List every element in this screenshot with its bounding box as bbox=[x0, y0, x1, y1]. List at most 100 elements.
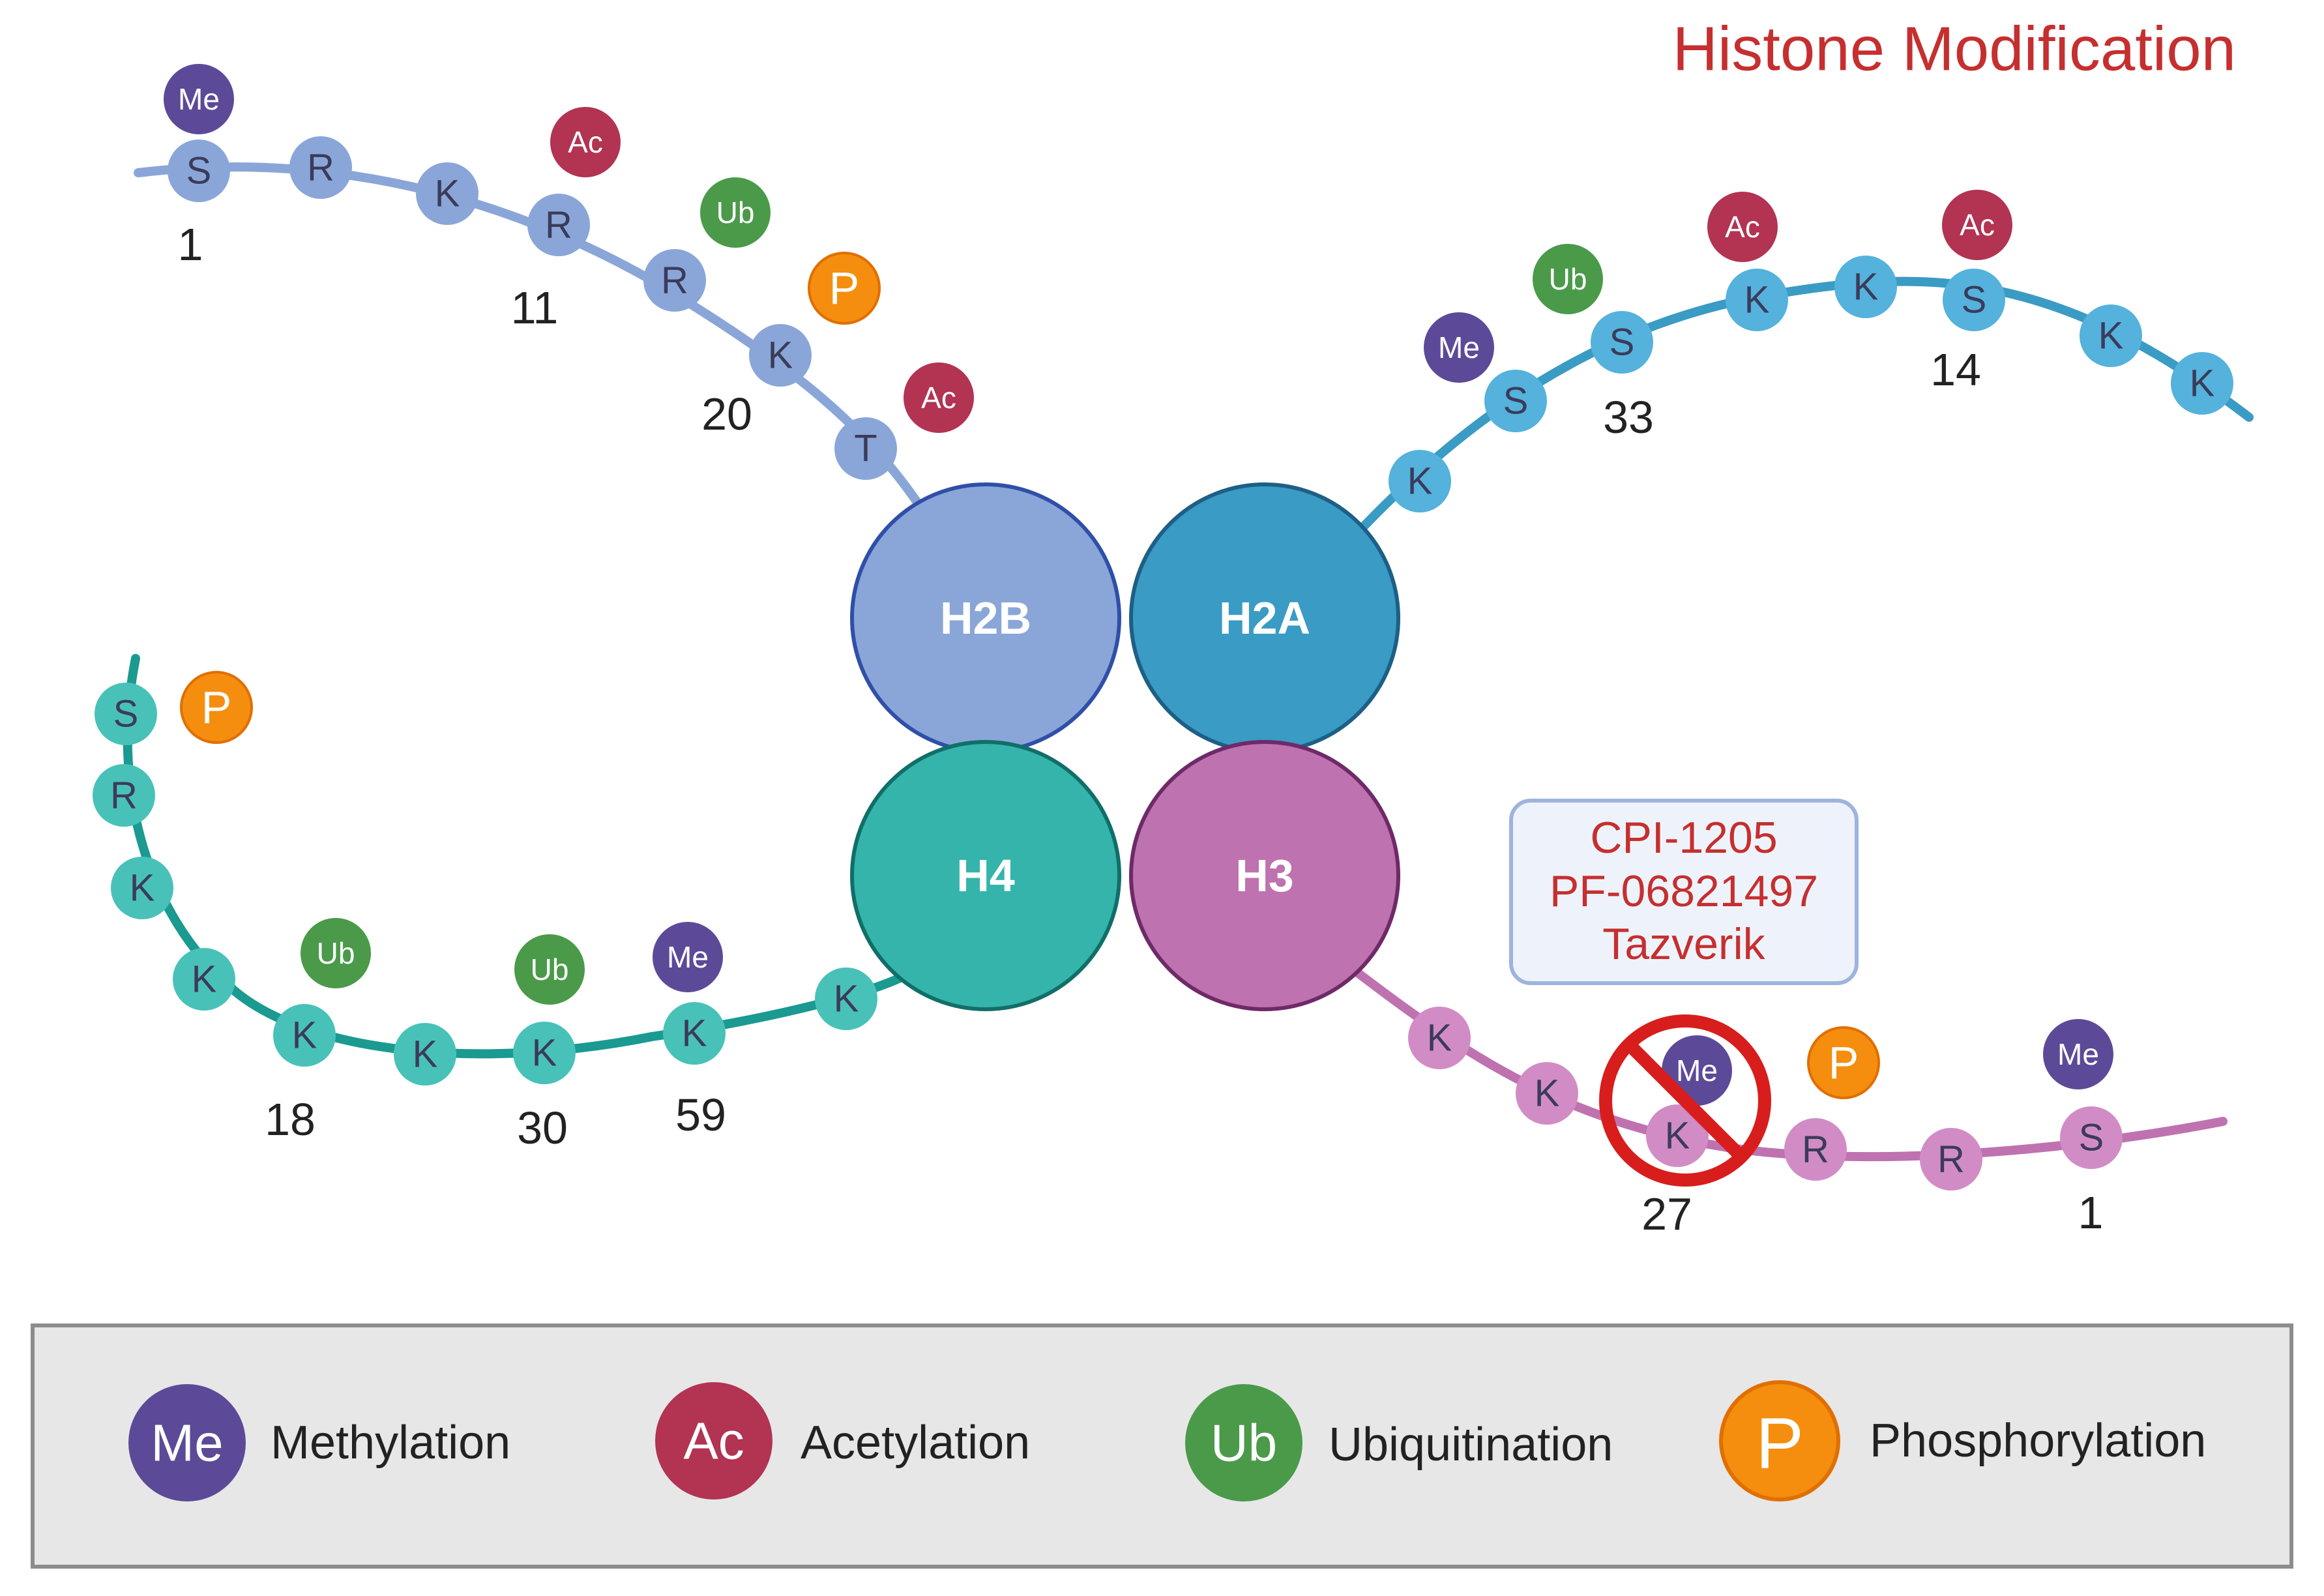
residue-circle: R bbox=[1920, 1128, 1982, 1190]
residue-circle: R bbox=[527, 194, 590, 256]
svg-text:Ac: Ac bbox=[568, 125, 603, 159]
acetylation-symbol: Ac bbox=[683, 1412, 744, 1470]
ubiquitination-badge: Ub bbox=[1533, 244, 1603, 314]
residue-circle: T bbox=[834, 417, 897, 480]
svg-text:S: S bbox=[1610, 321, 1635, 364]
methylation-symbol: Me bbox=[151, 1414, 223, 1472]
svg-text:S: S bbox=[1962, 279, 1987, 321]
h2a-residues: K S S K K S K K bbox=[1389, 256, 2233, 512]
inhibition-icon bbox=[1599, 1014, 1771, 1187]
residue-circle: K bbox=[1516, 1062, 1578, 1125]
residue-circle: K bbox=[173, 948, 235, 1011]
residue-circle: K bbox=[1389, 450, 1451, 512]
acetylation-badge: Ac bbox=[550, 107, 621, 177]
acetylation-badge: Ac bbox=[1942, 190, 2012, 260]
acetylation-badge: Ac bbox=[1707, 192, 1778, 262]
svg-text:Ub: Ub bbox=[716, 196, 755, 229]
svg-text:S: S bbox=[2079, 1117, 2104, 1159]
legend-label: Ubiquitination bbox=[1329, 1419, 1613, 1471]
residue-circle: S bbox=[1484, 370, 1547, 432]
residue-circle: K bbox=[111, 857, 173, 919]
residue-circle: S bbox=[1943, 269, 2005, 331]
inhibitor-name: PF-06821497 bbox=[1550, 866, 1818, 916]
residue-circle: K bbox=[2171, 352, 2233, 415]
phosphorylation-badge: P bbox=[1807, 1026, 1880, 1099]
inhibitor-name: Tazverik bbox=[1602, 919, 1765, 969]
methylation-badge: Me bbox=[2043, 1019, 2113, 1089]
residue-number: 30 bbox=[517, 1102, 568, 1153]
svg-text:Ac: Ac bbox=[1960, 208, 1995, 242]
svg-text:R: R bbox=[545, 204, 572, 246]
svg-text:K: K bbox=[435, 173, 460, 215]
h2b-core: H2B bbox=[850, 482, 1121, 754]
legend-item-ubiquitination: Ub Ubiquitination bbox=[1185, 1384, 1613, 1501]
residue-number: 1 bbox=[178, 219, 203, 270]
inhibitor-box: CPI-1205 PF-06821497 Tazverik bbox=[1509, 799, 1859, 985]
svg-text:K: K bbox=[834, 978, 859, 1020]
svg-text:P: P bbox=[201, 682, 232, 733]
ubiquitination-badge: Ub bbox=[700, 177, 771, 248]
phosphorylation-symbol: P bbox=[1756, 1404, 1803, 1484]
svg-text:K: K bbox=[1535, 1072, 1560, 1115]
svg-text:Ub: Ub bbox=[531, 953, 569, 986]
h2b-residues: S R K R R K T bbox=[168, 136, 897, 480]
residue-number: 11 bbox=[511, 282, 559, 333]
diagram-title: Histone Modification bbox=[1673, 14, 2236, 84]
methylation-badge: Me bbox=[653, 922, 723, 992]
svg-text:Me: Me bbox=[178, 82, 220, 116]
svg-text:P: P bbox=[1829, 1037, 1859, 1088]
methylation-badge: Me bbox=[1424, 312, 1494, 383]
svg-text:Me: Me bbox=[2057, 1037, 2099, 1071]
svg-text:R: R bbox=[1802, 1129, 1829, 1171]
ubiquitination-symbol: Ub bbox=[1211, 1414, 1277, 1472]
legend: Me Methylation Ac Acetylation Ub Ubiquit… bbox=[31, 1323, 2293, 1569]
residue-number: 20 bbox=[701, 389, 752, 439]
residue-circle: K bbox=[749, 324, 812, 387]
ubiquitination-badge: Ub bbox=[514, 934, 585, 1005]
residue-circle: K bbox=[1834, 256, 1897, 318]
svg-text:K: K bbox=[292, 1014, 317, 1057]
residue-number: 18 bbox=[265, 1094, 316, 1145]
residue-circle: K bbox=[394, 1023, 456, 1086]
svg-text:Ac: Ac bbox=[921, 381, 956, 415]
h4-tail-line bbox=[123, 654, 917, 1059]
residue-circle: S bbox=[1591, 311, 1653, 374]
h2a-label: H2A bbox=[1219, 593, 1310, 643]
residue-circle: K bbox=[1646, 1104, 1709, 1167]
svg-text:Ac: Ac bbox=[1725, 210, 1760, 244]
svg-text:Ub: Ub bbox=[1549, 262, 1587, 296]
svg-text:P: P bbox=[829, 263, 860, 314]
residue-circle: S bbox=[168, 140, 230, 202]
residue-circle: R bbox=[289, 136, 352, 199]
inhibitor-name: CPI-1205 bbox=[1590, 813, 1777, 863]
svg-text:R: R bbox=[307, 147, 334, 189]
legend-item-phosphorylation: P Phosphorylation bbox=[1719, 1380, 2206, 1501]
svg-text:K: K bbox=[413, 1033, 438, 1076]
svg-text:Ub: Ub bbox=[317, 936, 355, 970]
legend-label: Phosphorylation bbox=[1870, 1415, 2206, 1467]
svg-text:K: K bbox=[682, 1012, 707, 1055]
h2a-core: H2A bbox=[1129, 482, 1400, 754]
h4-residues: S R K K K K K K K bbox=[93, 683, 877, 1086]
residue-circle: S bbox=[95, 683, 157, 745]
residue-number: 1 bbox=[2078, 1187, 2104, 1238]
svg-text:K: K bbox=[2190, 362, 2215, 405]
residue-circle: K bbox=[663, 1002, 726, 1065]
svg-text:S: S bbox=[113, 693, 139, 735]
residue-circle: R bbox=[643, 249, 706, 312]
residue-number: 59 bbox=[675, 1089, 726, 1140]
h4-label: H4 bbox=[956, 850, 1015, 901]
svg-text:T: T bbox=[854, 428, 877, 470]
svg-text:K: K bbox=[768, 334, 793, 377]
residue-circle: K bbox=[273, 1004, 336, 1067]
h3-residues: K K K R R S bbox=[1408, 1007, 2123, 1190]
phosphorylation-badge: P bbox=[180, 671, 253, 744]
svg-text:R: R bbox=[1937, 1138, 1965, 1181]
acetylation-badge: Ac bbox=[904, 362, 974, 433]
svg-text:K: K bbox=[1427, 1017, 1452, 1059]
residue-circle: K bbox=[513, 1022, 576, 1084]
svg-text:K: K bbox=[192, 958, 217, 1001]
h2b-label: H2B bbox=[940, 593, 1031, 643]
svg-text:K: K bbox=[1853, 266, 1879, 308]
